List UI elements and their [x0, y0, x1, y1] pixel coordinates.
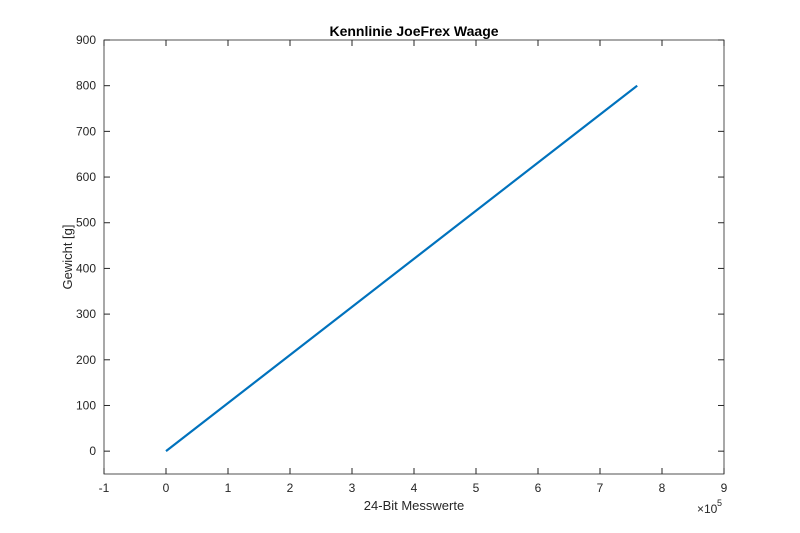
x-tick-label: 2 — [287, 481, 294, 495]
x-multiplier-exponent: 5 — [717, 498, 722, 508]
x-axis-label: 24-Bit Messwerte — [364, 498, 464, 513]
data-line — [165, 84, 638, 453]
chart-title: Kennlinie JoeFrex Waage — [329, 23, 498, 39]
x-tick-label: 0 — [163, 481, 170, 495]
y-axis-label: Gewicht [g] — [60, 224, 75, 289]
y-tick-label: 800 — [76, 79, 96, 93]
x-tick-label: 4 — [411, 481, 418, 495]
y-tick-label: 700 — [76, 124, 96, 138]
x-multiplier: ×10 — [697, 502, 718, 516]
y-tick-label: 100 — [76, 398, 96, 412]
x-tick-label: 1 — [225, 481, 232, 495]
x-tick-label: 5 — [473, 481, 480, 495]
x-tick-label: 3 — [349, 481, 356, 495]
y-tick-label: 500 — [76, 216, 96, 230]
y-tick-label: 900 — [76, 33, 96, 47]
y-tick-label: 0 — [89, 444, 96, 458]
y-tick-label: 400 — [76, 261, 96, 275]
x-tick-label: 6 — [535, 481, 542, 495]
x-tick-label: 9 — [721, 481, 728, 495]
plot-area — [103, 39, 725, 475]
y-tick-label: 300 — [76, 307, 96, 321]
y-tick-label: 600 — [76, 170, 96, 184]
x-tick-label: 8 — [659, 481, 666, 495]
y-tick-label: 200 — [76, 353, 96, 367]
x-tick-label: -1 — [99, 481, 110, 495]
x-tick-label: 7 — [597, 481, 604, 495]
